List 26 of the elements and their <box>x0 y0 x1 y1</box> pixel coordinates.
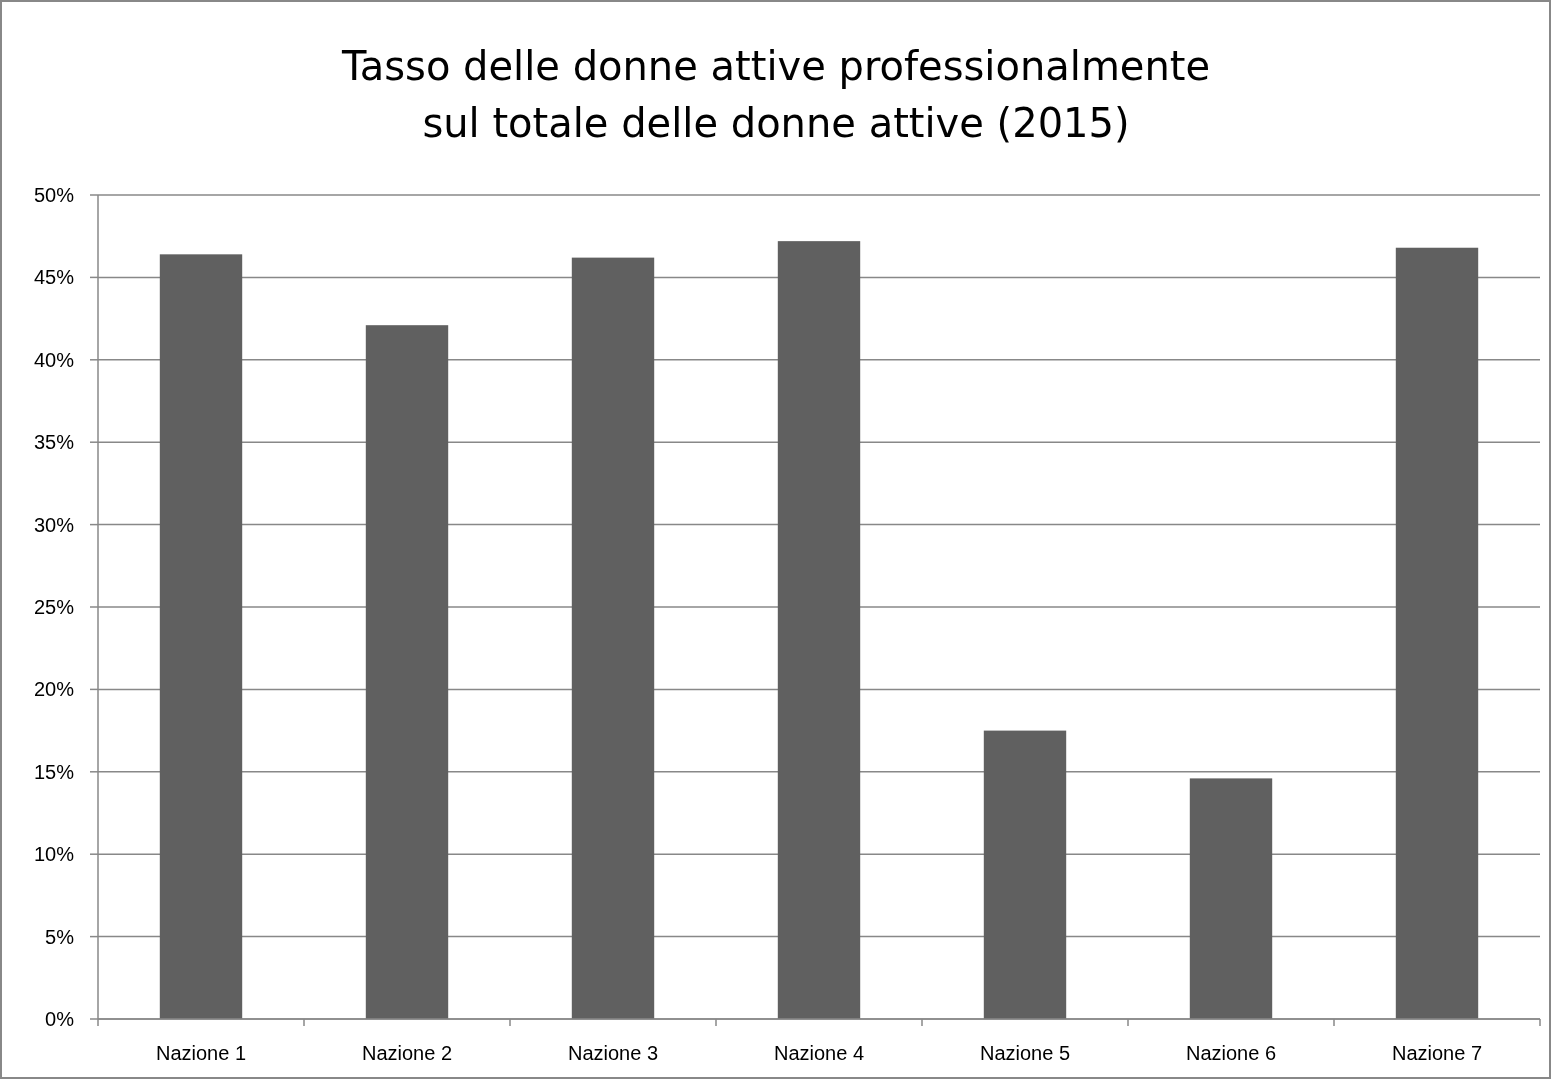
bar <box>159 254 243 1019</box>
x-tick-label: Nazione 7 <box>1391 1042 1483 1064</box>
x-tick-label: Nazione 3 <box>567 1042 659 1064</box>
bar <box>777 241 861 1019</box>
y-tick-label: 5% <box>45 925 75 948</box>
y-tick-label: 0% <box>45 1008 75 1030</box>
chart-title: Tasso delle donne attive professionalmente sul totale delle donne attive (2015) <box>340 43 1211 146</box>
y-tick-label: 45% <box>33 266 75 289</box>
bar <box>365 325 449 1019</box>
bar <box>983 730 1067 1019</box>
y-tick-label: 10% <box>33 843 75 866</box>
bar <box>1395 247 1479 1019</box>
x-tick-label: Nazione 4 <box>773 1042 865 1064</box>
y-tick-label: 40% <box>33 348 75 371</box>
x-tick-label: Nazione 5 <box>979 1042 1071 1064</box>
x-tick-label: Nazione 2 <box>361 1042 453 1064</box>
bar <box>571 257 655 1019</box>
y-tick-label: 30% <box>33 513 75 536</box>
y-tick-label: 20% <box>33 678 75 701</box>
y-tick-label: 35% <box>33 431 75 454</box>
y-tick-label: 25% <box>33 596 75 618</box>
x-tick-label: Nazione 6 <box>1185 1042 1277 1064</box>
y-tick-label: 15% <box>33 760 75 783</box>
bar <box>1189 778 1273 1019</box>
y-tick-label: 50% <box>33 184 75 206</box>
x-tick-label: Nazione 1 <box>155 1042 247 1064</box>
